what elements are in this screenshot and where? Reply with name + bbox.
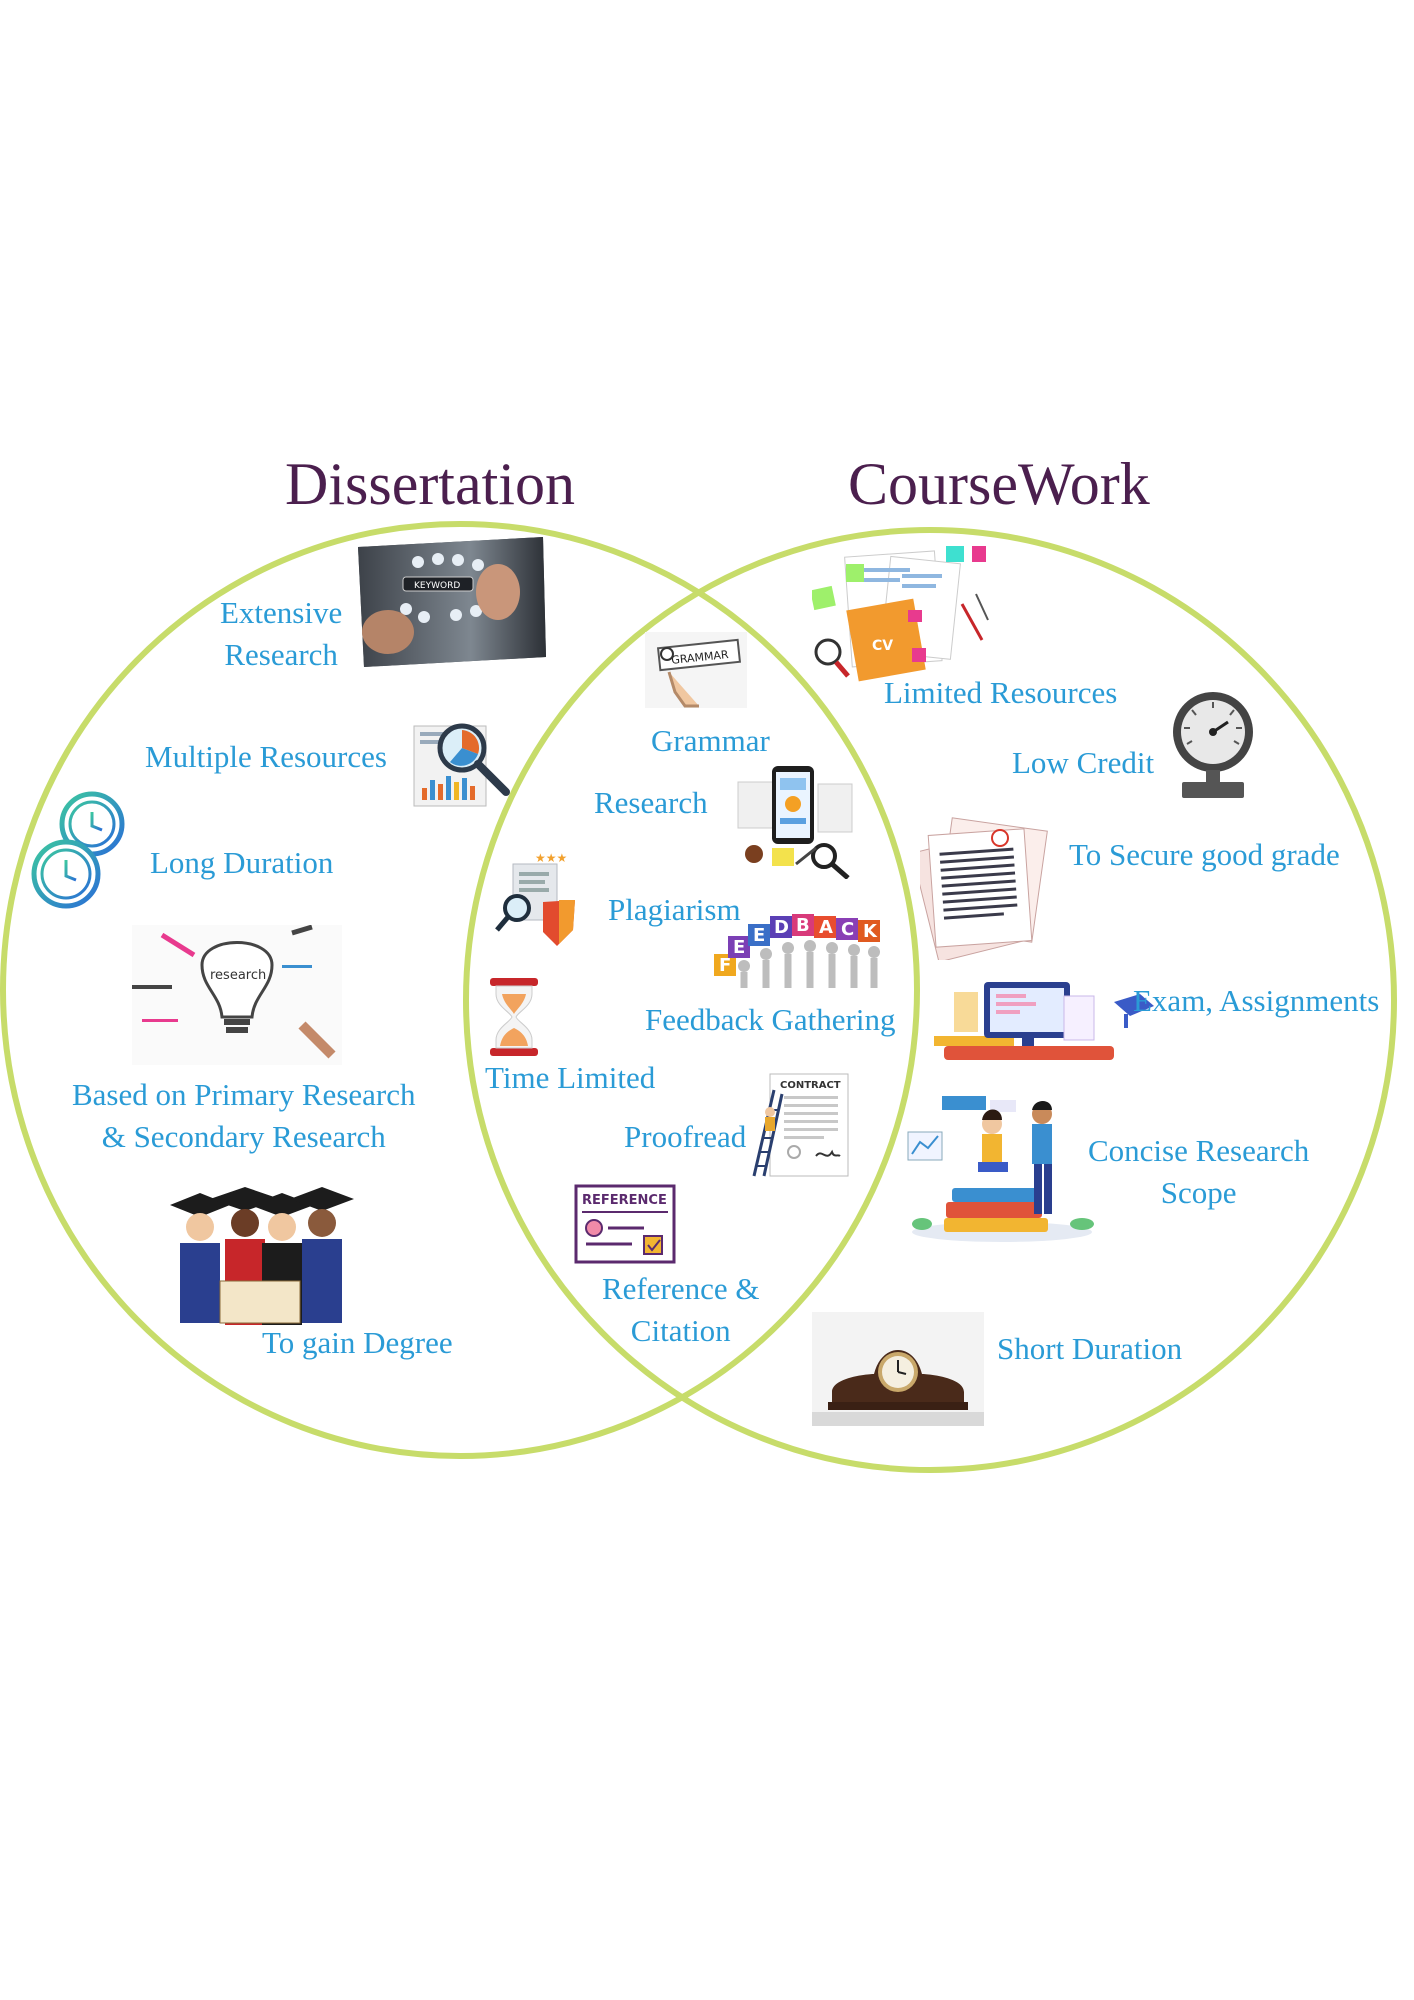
svg-text:CV: CV [872, 638, 893, 654]
magnifier-chart-icon [413, 723, 510, 807]
reference-citation-label: Reference & Citation [602, 1271, 760, 1348]
dissertation-title: Dissertation [285, 451, 575, 517]
research-label: Research [594, 785, 708, 820]
svg-text:E: E [753, 925, 765, 946]
svg-text:REFERENCE: REFERENCE [582, 1193, 667, 1208]
svg-text:C: C [841, 919, 854, 940]
svg-text:E: E [733, 937, 745, 958]
students-books-icon [907, 1096, 1094, 1242]
svg-text:KEYWORD: KEYWORD [414, 581, 460, 591]
svg-text:★★★: ★★★ [535, 851, 567, 865]
proofread-label: Proofread [624, 1119, 747, 1154]
plagiarism-label: Plagiarism [608, 892, 741, 927]
svg-text:D: D [774, 917, 789, 938]
svg-text:B: B [796, 915, 810, 936]
coursework-circle [463, 527, 1397, 1473]
pressure-gauge-icon [1173, 692, 1253, 798]
feedback-gathering-label: Feedback Gathering [645, 1002, 896, 1037]
exam-assignments-label: Exam, Assignments [1133, 983, 1380, 1018]
svg-text:F: F [719, 955, 731, 976]
contract-ladder-icon: CONTRACT [752, 1073, 849, 1177]
grammar-icon: GRAMMAR [645, 632, 747, 708]
hourglass-icon [490, 978, 538, 1056]
svg-text:research: research [210, 968, 266, 983]
svg-text:K: K [863, 921, 878, 942]
mantel-clock-icon [812, 1312, 984, 1426]
dissertation-circle [0, 521, 920, 1459]
feedback-letters-icon: F E E D B A C K [714, 914, 880, 988]
gain-degree-label: To gain Degree [262, 1325, 453, 1360]
graded-papers-icon [920, 817, 1048, 960]
limited-resources-label: Limited Resources [884, 675, 1118, 710]
short-duration-label: Short Duration [997, 1331, 1183, 1366]
graduates-icon [170, 1187, 354, 1325]
svg-text:A: A [819, 917, 833, 938]
good-grade-label: To Secure good grade [1069, 837, 1340, 872]
cv-documents-icon: CV [812, 546, 989, 682]
clock-icon [31, 791, 125, 909]
grammar-label: Grammar [651, 723, 770, 758]
analytics-phone-icon [737, 766, 853, 879]
reference-card-icon: REFERENCE [574, 1184, 676, 1264]
multiple-resources-label: Multiple Resources [145, 739, 387, 774]
plagiarism-shield-icon: ★★★ [495, 851, 575, 946]
time-limited-label: Time Limited [485, 1060, 656, 1095]
low-credit-label: Low Credit [1012, 745, 1155, 780]
extensive-research-label: Extensive Research [220, 595, 343, 672]
laptop-desk-icon [934, 982, 1154, 1060]
primary-secondary-label: Based on Primary Research & Secondary Re… [72, 1077, 416, 1154]
long-duration-label: Long Duration [150, 845, 334, 880]
svg-text:CONTRACT: CONTRACT [780, 1080, 841, 1091]
coursework-title: CourseWork [848, 451, 1150, 517]
concise-scope-label: Concise Research Scope [1088, 1133, 1310, 1210]
keyword-photo-icon: KEYWORD [358, 537, 546, 667]
svg-text:GRAMMAR: GRAMMAR [671, 648, 730, 667]
research-bulb-icon: research [132, 925, 342, 1065]
